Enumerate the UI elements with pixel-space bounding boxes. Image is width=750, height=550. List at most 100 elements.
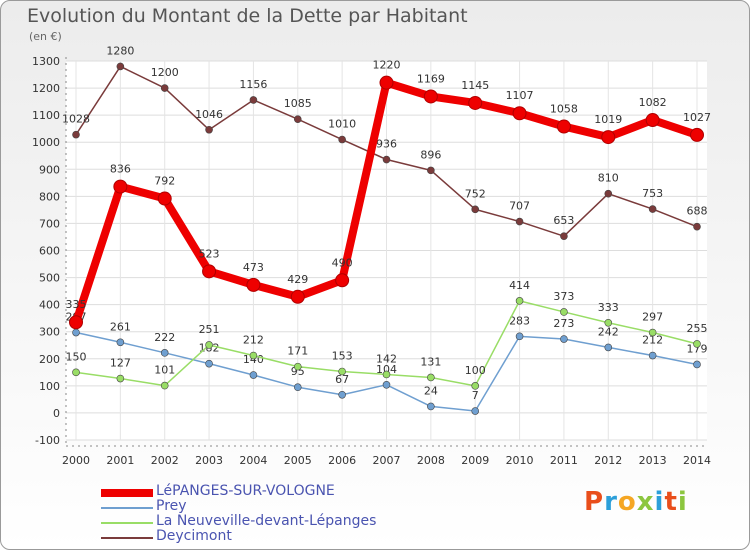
data-label: 261 [110,320,131,333]
data-point [160,349,169,357]
data-point [116,374,125,383]
data-point [560,232,568,240]
data-label: 1280 [106,44,134,57]
y-tick-label: 200 [39,353,60,366]
data-label: 153 [332,350,353,363]
logo-letter: o [617,487,637,517]
data-point [202,264,217,279]
x-tick-label: 2001 [106,454,134,467]
data-label: 283 [509,314,530,327]
x-tick-label: 2004 [239,454,267,467]
x-tick-label: 2013 [639,454,667,467]
data-point [382,155,391,164]
data-point [515,297,524,305]
data-point [290,289,305,304]
data-label: 333 [598,301,619,314]
x-tick-label: 2002 [151,454,179,467]
data-point [690,127,704,142]
data-label: 1010 [328,118,356,131]
y-tick-label: 300 [39,326,60,339]
y-tick-label: 1000 [32,136,60,149]
data-label: 688 [687,205,708,218]
data-label: 212 [243,334,264,347]
data-point [515,332,524,341]
data-label: 100 [465,364,486,377]
data-label: 1200 [151,66,179,79]
y-tick-label: 800 [39,190,60,203]
x-tick-label: 2014 [683,454,711,467]
data-point [560,335,568,343]
data-label: 142 [376,352,397,365]
data-label: 7 [472,389,479,402]
data-point [471,382,480,390]
legend-swatch [101,489,153,497]
data-label: 1058 [550,103,578,116]
data-point [693,222,701,231]
logo-letter: x [636,487,655,517]
y-tick-label: 1300 [32,55,60,68]
logo-letter: t [664,487,678,517]
data-label: 150 [66,350,87,363]
data-point [249,371,258,379]
data-point [604,318,613,327]
y-tick-label: 0 [53,407,60,420]
legend-label: Deycimont [156,528,232,544]
data-point [471,205,480,214]
x-tick-label: 2011 [550,454,578,467]
data-point [648,328,657,337]
data-point [427,166,435,175]
data-point [556,119,571,134]
data-label: 1145 [461,79,489,92]
data-label: 127 [110,357,131,370]
data-point [205,125,213,134]
data-point [560,308,568,316]
x-tick-label: 2012 [594,454,622,467]
x-tick-label: 2007 [373,454,401,467]
data-label: 1085 [284,97,312,110]
data-label: 373 [553,290,574,303]
legend-label: Prey [156,498,187,514]
data-point [512,106,527,121]
data-label: 473 [243,261,264,274]
data-point [471,407,480,415]
legend-label: La Neuveville-devant-Lépanges [156,513,377,529]
x-tick-label: 2010 [506,454,534,467]
legend-swatch [101,537,153,539]
data-point [693,340,701,348]
data-label: 251 [199,323,220,336]
data-point [249,351,258,360]
legend-swatch [101,507,153,509]
data-label: 523 [199,247,220,260]
data-label: 1027 [683,111,711,124]
x-tick-label: 2000 [62,454,90,467]
data-label: 414 [509,279,530,292]
data-point [293,383,302,392]
y-tick-label: 1100 [32,109,60,122]
logo-letter: P [584,487,605,517]
logo-letter: i [677,487,688,517]
data-point [69,315,83,330]
y-tick-label: 1200 [32,82,60,95]
data-point [205,341,213,349]
data-label: 753 [642,187,663,200]
data-label: 490 [332,256,353,269]
data-point [515,217,524,226]
data-point [379,75,394,90]
data-point [604,189,613,198]
data-label: 335 [66,298,87,311]
x-tick-label: 2008 [417,454,445,467]
data-label: 255 [687,322,708,335]
data-point [335,273,350,288]
data-label: 242 [598,325,619,338]
data-point [293,362,302,371]
data-label: 792 [154,175,175,188]
data-label: 1156 [239,78,267,91]
legend-label: LéPANGES-SUR-VOLOGNE [156,483,335,499]
data-label: 1028 [62,113,90,126]
data-point [246,277,261,292]
data-label: 429 [287,273,308,286]
data-label: 653 [553,214,574,227]
data-label: 104 [376,363,397,376]
data-point [604,343,613,352]
legend-swatch [101,522,153,524]
